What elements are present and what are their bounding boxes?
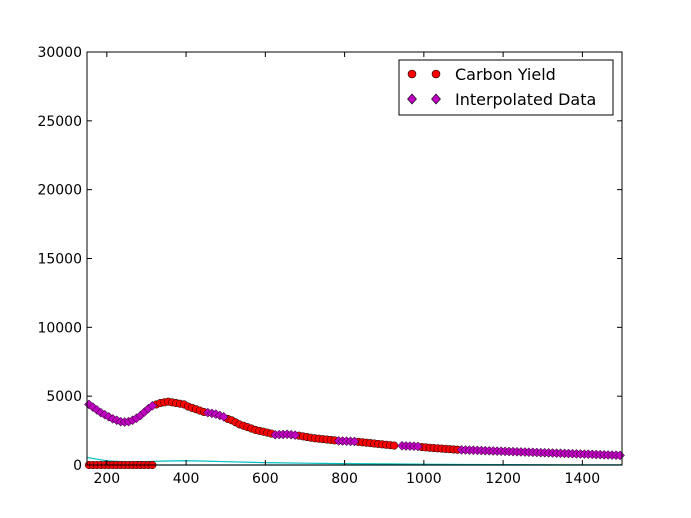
interpolated-point <box>290 430 300 440</box>
interpolated-point <box>218 411 229 422</box>
y-tick-label: 0 <box>73 458 82 474</box>
legend-interp-marker-1 <box>407 93 417 105</box>
y-tick-label: 30000 <box>37 45 82 61</box>
chart-marks <box>84 397 625 470</box>
legend-label-interpolated-data: Interpolated Data <box>455 90 596 109</box>
x-tick-label: 400 <box>173 471 200 487</box>
x-tick-label: 1200 <box>485 471 521 487</box>
legend-label-carbon-yield: Carbon Yield <box>455 65 556 84</box>
interpolated-point <box>349 436 360 447</box>
legend-box <box>398 59 614 116</box>
legend-carbon-marker-2 <box>431 69 441 79</box>
legend-carbon-marker-1 <box>407 69 417 79</box>
x-tick-label: 800 <box>331 471 358 487</box>
plot-background <box>87 52 622 465</box>
x-tick-label: 1000 <box>406 471 442 487</box>
plot-frame <box>86 51 623 466</box>
x-tick-label: 1400 <box>565 471 601 487</box>
y-tick-label: 15000 <box>37 252 82 268</box>
interpolated-point <box>147 400 158 411</box>
y-tick-label: 20000 <box>37 183 82 199</box>
interpolated-point <box>413 441 423 452</box>
chart-axes: 200 400 600 800 1000 1200 1400 0 5000 10000 15000 2… <box>37 45 622 487</box>
carbon-yield-point <box>390 441 399 450</box>
x-tick-label: 200 <box>93 471 120 487</box>
y-tick-label: 5000 <box>46 389 82 405</box>
y-tick-label: 10000 <box>37 320 82 336</box>
legend-interp-marker-2 <box>431 93 441 105</box>
y-tick-label: 25000 <box>37 114 82 130</box>
x-tick-label: 600 <box>252 471 279 487</box>
legend: Carbon Yield Interpolated Data <box>398 59 614 116</box>
